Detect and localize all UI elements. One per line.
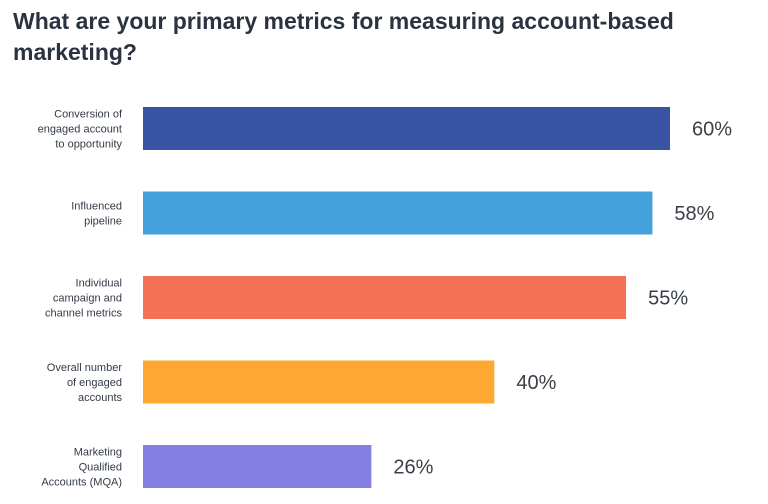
bar-influenced-pipeline	[143, 191, 653, 235]
category-label-line: engaged account	[38, 124, 122, 136]
value-label-conversion-of-engaged-account-to-opportunity: 60%	[692, 119, 732, 141]
category-label-line: accounts	[78, 392, 123, 404]
category-label-line: pipeline	[84, 216, 122, 228]
category-label-conversion-of-engaged-account-to-opportunity: Conversion of engaged account to opportuni…	[38, 109, 123, 151]
category-label-overall-number-of-engaged-accounts: Overall number of engaged accounts	[47, 362, 123, 404]
category-label-line: Conversion of	[54, 109, 123, 121]
value-label-marketing-qualified-accounts-mqa: 26%	[393, 457, 433, 479]
category-label-line: Influenced	[71, 201, 122, 213]
value-label-overall-number-of-engaged-accounts: 40%	[516, 372, 556, 394]
category-label-line: Qualified	[79, 462, 122, 474]
category-label-marketing-qualified-accounts-mqa: Marketing Qualified Accounts (MQA)	[41, 447, 122, 489]
chart-title: What are your primary metrics for measur…	[13, 8, 674, 65]
category-label-individual-campaign-and-channel-metrics: Individual campaign and channel metrics	[45, 278, 123, 320]
category-label-line: Individual	[76, 278, 122, 290]
value-label-influenced-pipeline: 58%	[674, 203, 714, 225]
bar-marketing-qualified-accounts-mqa	[143, 445, 372, 488]
bar-conversion-of-engaged-account-to-opportunity	[143, 107, 670, 150]
category-label-line: Overall number	[47, 362, 123, 374]
category-label-line: campaign and	[53, 293, 122, 305]
bar-overall-number-of-engaged-accounts	[143, 360, 495, 404]
category-label-influenced-pipeline: Influenced pipeline	[71, 201, 122, 228]
category-label-line: channel metrics	[45, 308, 123, 320]
category-label-line: of engaged	[67, 377, 122, 389]
category-label-line: to opportunity	[55, 139, 122, 151]
bar-individual-campaign-and-channel-metrics	[143, 276, 627, 319]
category-label-line: Accounts (MQA)	[41, 477, 122, 489]
value-label-individual-campaign-and-channel-metrics: 55%	[648, 288, 688, 310]
category-label-line: Marketing	[74, 447, 122, 459]
